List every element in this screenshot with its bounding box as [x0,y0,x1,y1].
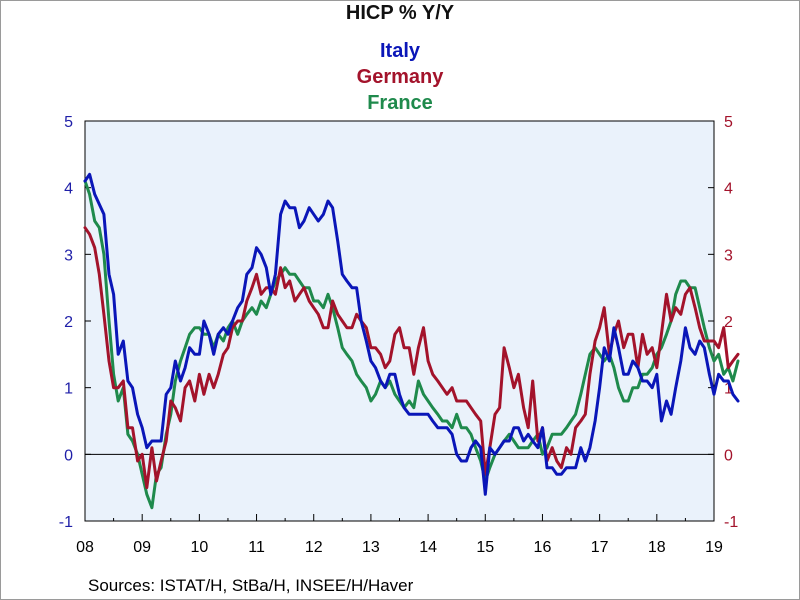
x-tick-label: 10 [190,539,208,556]
line-france [83,179,740,510]
x-tick-label: 08 [76,539,94,556]
x-tick-label: 15 [476,539,494,556]
x-tick-label: 18 [648,539,666,556]
y-tick-label-left: 3 [64,247,73,264]
legend-entry-france: France [367,92,433,114]
x-tick-label: 14 [419,539,437,556]
legend-entry-germany: Germany [356,66,444,88]
y-tick-label-left: 2 [64,314,73,331]
y-tick-label-left: 5 [64,114,73,131]
y-tick-label-left: 4 [64,181,73,198]
y-tick-label-right: 0 [724,447,733,464]
y-tick-label-left: -1 [59,514,73,531]
x-tick-label: 19 [705,539,723,556]
y-tick-label-left: 0 [64,447,73,464]
legend-entry-italy: Italy [379,40,421,62]
x-tick-label: 16 [534,539,552,556]
y-tick-label-right: -1 [724,514,738,531]
y-tick-label-left: 1 [64,381,73,398]
y-tick-label-right: 4 [724,181,733,198]
line-germany [83,226,740,490]
y-tick-label-right: 3 [724,247,733,264]
x-tick-label: 11 [248,539,265,556]
x-tick-label: 12 [305,539,323,556]
y-tick-label-right: 5 [724,114,733,131]
x-tick-label: 09 [133,539,151,556]
x-tick-label: 13 [362,539,380,556]
x-tick-label: 17 [591,539,609,556]
source-note: Sources: ISTAT/H, StBa/H, INSEE/H/Haver [88,576,414,595]
y-tick-label-right: 1 [724,381,733,398]
y-tick-label-right: 2 [724,314,733,331]
line-italy [83,172,740,496]
chart-title: HICP % Y/Y [345,2,455,24]
